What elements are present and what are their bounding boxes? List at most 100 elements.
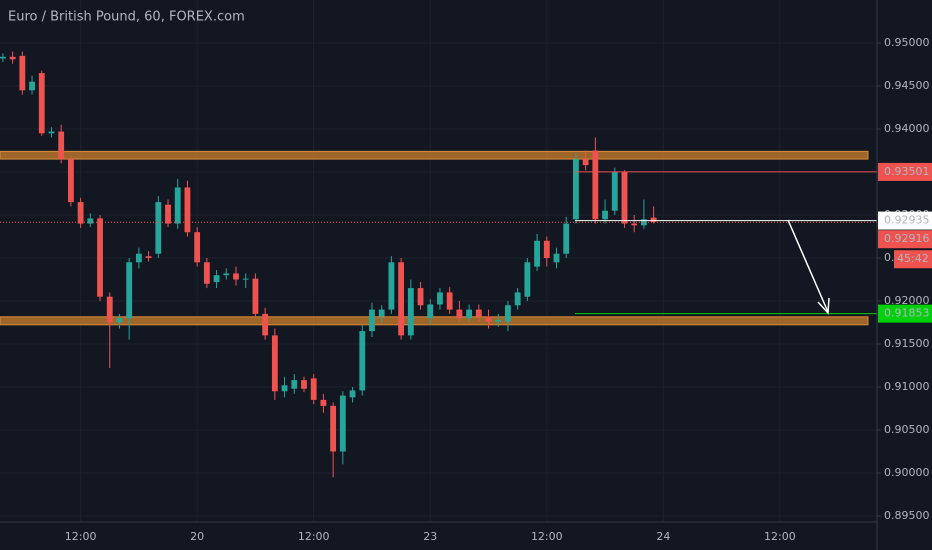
candle-body [359,331,366,391]
y-tick-label: 0.91000 [884,380,930,393]
support-resistance-zone [0,316,869,326]
candle-body [553,253,560,263]
candle-body [116,318,123,323]
candle-body [301,380,307,389]
candle-body [456,309,463,319]
candle-body [0,56,6,59]
candle-body [466,309,473,319]
price-label: 0.92935 [884,214,930,227]
candle-body [611,171,618,211]
candle-body [378,309,385,317]
candle-body [514,292,521,306]
price-label: 0.91853 [884,307,930,320]
candle-body [271,335,278,392]
candle-body [252,278,259,314]
candle-body [223,273,230,276]
candle-body [9,56,16,60]
candle-body [48,131,55,134]
candle-body [388,262,395,310]
candle-body [145,256,152,258]
candle-body [417,288,424,306]
price-label-box [878,230,932,249]
countdown-label: 45:42 [897,252,929,265]
x-tick-label: 23 [423,530,437,543]
price-label-box [878,162,932,181]
candle-body [631,223,638,226]
candle-body [349,390,356,398]
arrow-head [817,297,830,315]
candle-body [87,218,94,224]
candle-body [310,378,317,400]
candle-body [38,73,45,134]
candle-body [407,288,414,336]
candle-body [242,278,249,280]
candle-body [437,292,443,305]
candle-body [573,159,579,220]
candle-body [97,218,103,297]
candle-body [592,150,599,220]
candle-body [213,275,220,283]
candle-body [582,159,589,166]
candle-body [58,131,65,160]
y-tick-label: 0.89500 [884,509,930,522]
arrow-drawing [787,219,829,313]
candle-body [543,240,550,258]
countdown-box [894,250,932,269]
candle-body [534,240,540,267]
support-resistance-zone [0,150,869,160]
candle-body [650,217,657,222]
price-label: 0.92916 [884,232,930,245]
candle-body [203,262,210,284]
candle-body [233,273,239,280]
x-tick-label: 20 [190,530,204,543]
y-tick-label: 0.90000 [884,466,930,479]
candle-body [505,305,511,322]
price-label-box [878,304,932,323]
candle-body [194,232,201,263]
candle-body [67,159,74,203]
candle-body [320,399,327,406]
y-tick-label: 0.95000 [884,36,930,49]
price-label-box [878,211,932,230]
candle-body [330,405,337,452]
x-tick-label: 12:00 [65,530,97,543]
candle-body [135,253,142,263]
candle-body [291,380,298,389]
candle-body [77,202,84,224]
candle-body [495,319,502,322]
candle-body [262,313,269,336]
candle-body [524,262,531,297]
x-tick-label: 12:00 [531,530,563,543]
candle-body [563,223,570,254]
candle-body [369,309,375,332]
candle-body [281,385,288,392]
x-tick-label: 24 [656,530,670,543]
candle-body [165,204,171,224]
price-label: 0.93501 [884,165,930,178]
x-tick-label: 12:00 [298,530,330,543]
candle-body [446,292,453,310]
candle-body [640,219,647,226]
y-tick-label: 0.94000 [884,122,930,135]
candle-body [19,55,26,91]
candle-body [602,210,608,220]
candle-body [106,296,113,323]
candle-body [184,187,191,233]
y-tick-label: 0.90500 [884,423,930,436]
candle-body [339,395,346,452]
y-tick-label: 0.91500 [884,337,930,350]
candle-body [475,309,482,317]
candle-body [174,187,181,224]
x-tick-label: 12:00 [764,530,796,543]
candle-body [155,202,162,254]
candle-body [398,262,405,336]
candle-body [126,262,133,319]
chart-title: Euro / British Pound, 60, FOREX.com [8,10,245,25]
candle-body [427,304,434,319]
y-tick-label: 0.94500 [884,79,930,92]
candle-body [29,81,35,91]
candle-body [485,316,492,322]
y-tick-label: 0.92000 [884,294,930,307]
